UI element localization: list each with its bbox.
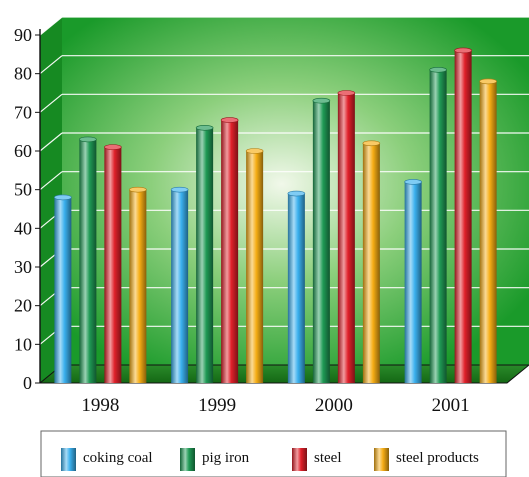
y-tick-label: 50: [14, 180, 32, 200]
legend-label: coking coal: [83, 450, 153, 466]
bar-pig-iron-1998: [79, 136, 97, 383]
y-tick-label: 90: [14, 25, 32, 45]
y-tick-label: 10: [14, 334, 32, 354]
bar-steel-2000: [337, 90, 356, 383]
bars: [54, 47, 497, 384]
x-tick-label: 1999: [198, 395, 236, 416]
x-tick-label: 1998: [81, 395, 119, 416]
gridline: [39, 171, 63, 191]
legend-swatch: [292, 448, 307, 471]
legend: coking coal pig iron steel steel products: [40, 430, 507, 477]
y-axis: 0 10 20 30 40 50 60 70 80 90: [14, 25, 41, 393]
bar-coking-coal-1999: [170, 186, 189, 383]
bar-steel-1999: [220, 117, 239, 384]
bar-steel-products-2001: [479, 78, 497, 384]
bar-pig-iron-2001: [429, 67, 447, 384]
bar-coking-coal-1998: [54, 194, 72, 383]
bar-pig-iron-2000: [312, 97, 331, 383]
legend-label: steel products: [396, 450, 479, 466]
y-tick-label: 30: [14, 257, 32, 277]
x-axis: 1998 1999 2000 2001: [81, 395, 469, 416]
y-tick-label: 80: [14, 64, 32, 84]
legend-swatch: [374, 448, 389, 471]
gridline: [39, 55, 63, 75]
y-tick-label: 60: [14, 141, 32, 161]
x-tick-label: 2000: [315, 395, 353, 416]
legend-box: [40, 430, 507, 477]
gridline: [39, 132, 63, 152]
bar-steel-products-1998: [129, 186, 147, 383]
bar-steel-2001: [454, 47, 472, 383]
x-tick-label: 2001: [432, 395, 470, 416]
legend-label: pig iron: [202, 450, 250, 466]
y-tick-label: 70: [14, 102, 32, 122]
y-tick-label: 20: [14, 296, 32, 316]
legend-swatch: [180, 448, 195, 471]
bar-steel-1998: [104, 144, 122, 383]
bar-steel-products-1999: [245, 148, 264, 383]
legend-swatch: [61, 448, 76, 471]
legend-label: steel: [314, 450, 342, 466]
y-tick-label: 0: [23, 373, 32, 393]
bar-steel-products-2000: [362, 140, 381, 383]
bar-coking-coal-2000: [287, 190, 306, 383]
gridline: [39, 16, 63, 36]
bar-coking-coal-2001: [404, 179, 422, 383]
gridline: [39, 93, 63, 113]
y-tick-label: 40: [14, 218, 32, 238]
bar-pig-iron-1999: [195, 125, 214, 383]
